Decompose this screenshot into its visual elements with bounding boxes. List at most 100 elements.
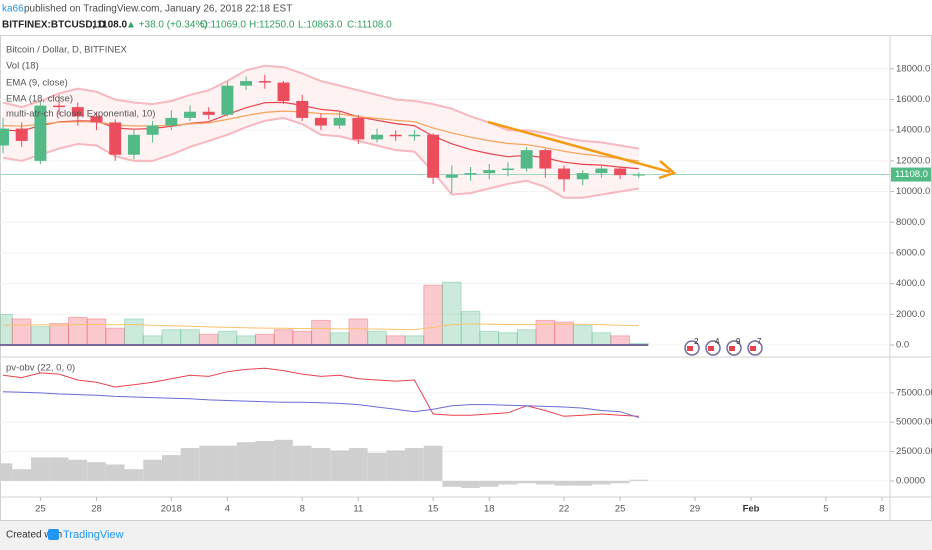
volume-bar <box>385 335 406 346</box>
histogram-bar <box>161 455 181 481</box>
candle-body <box>445 174 458 178</box>
histogram-bar <box>105 464 125 481</box>
candle-body <box>296 100 309 118</box>
candle-body <box>202 111 215 115</box>
volume-bar <box>572 324 593 346</box>
histogram-bar <box>199 445 219 481</box>
histogram-bar <box>12 469 32 481</box>
event-flag <box>729 346 735 351</box>
y-tick-label: 6000.0 <box>896 247 925 258</box>
candle-body <box>240 81 253 86</box>
candle-body <box>221 85 234 115</box>
volume-bar <box>329 332 350 346</box>
candle-body <box>165 117 178 126</box>
histogram-bar <box>31 457 50 481</box>
x-tick-label: 29 <box>690 504 701 515</box>
legend-entry: multi-atr-ch (close, Exponential, 10) <box>6 109 155 120</box>
histogram-bar <box>479 480 499 487</box>
candle-body <box>34 105 47 161</box>
y-tick-label: 10000.0 <box>896 186 930 197</box>
volume-bar <box>479 330 500 346</box>
candle-body <box>483 170 496 174</box>
histogram-bar <box>218 445 237 481</box>
histogram-bar <box>274 439 293 481</box>
histogram-bar <box>461 480 480 488</box>
y-tick-label: 8000.0 <box>896 217 925 228</box>
last-value: 11108.0 <box>92 20 127 31</box>
x-tick-label: Feb <box>743 504 760 515</box>
x-tick-label: 18 <box>484 504 495 515</box>
volume-bar <box>49 323 69 346</box>
x-tick-label: 5 <box>823 504 828 515</box>
candle-body <box>595 168 608 174</box>
volume-bar <box>11 318 32 346</box>
legend-entry: Vol (18) <box>6 61 39 72</box>
x-tick-label: 15 <box>428 504 439 515</box>
histogram-bar <box>124 469 144 481</box>
ohlc-low: L:10863.0 <box>298 20 343 31</box>
histogram-bar <box>348 448 368 481</box>
volume-bar <box>441 281 462 346</box>
histogram-bar <box>405 448 424 481</box>
candle-body <box>146 125 159 135</box>
tradingview-logo[interactable] <box>48 529 59 540</box>
candle-body <box>314 117 327 126</box>
candle-body <box>520 150 533 169</box>
channel-upper <box>2 64 639 150</box>
candle-body <box>127 134 140 155</box>
volume-bar <box>554 321 574 346</box>
last-price-label: 11108.0 <box>895 169 928 180</box>
candle-body <box>464 173 477 175</box>
candle-body <box>427 134 440 178</box>
volume-bar <box>0 313 13 346</box>
candle-body <box>558 168 571 180</box>
candle-body <box>408 134 421 137</box>
oscillator-line <box>2 391 639 418</box>
x-tick-label: 25 <box>35 504 46 515</box>
event-flag <box>750 346 756 351</box>
histogram-bar <box>68 459 88 481</box>
candle-body <box>333 117 346 126</box>
event-flag <box>687 346 693 351</box>
volume-bar <box>404 335 425 346</box>
x-tick-label: 22 <box>559 504 570 515</box>
volume-bar <box>348 318 369 346</box>
channel-lower <box>2 116 639 199</box>
candle-body <box>371 134 384 140</box>
volume-bar <box>460 310 481 346</box>
y-tick-label: 12000.0 <box>896 155 930 166</box>
candle-body <box>576 173 589 180</box>
candle-body <box>109 122 122 155</box>
candle-body <box>539 150 552 169</box>
volume-bar <box>498 332 518 346</box>
histogram-bar <box>311 448 331 481</box>
histogram-bar <box>180 448 200 481</box>
histogram-bar <box>87 462 106 481</box>
last-price-box <box>891 167 931 182</box>
event-count: 2 <box>694 337 699 346</box>
histogram-bar <box>0 463 13 481</box>
histogram-bar <box>367 452 387 481</box>
x-tick-label: 28 <box>91 504 102 515</box>
trend-arrow <box>487 120 677 180</box>
y-tick-label: 14000.0 <box>896 125 930 136</box>
volume-bar <box>217 330 238 346</box>
x-tick-label: 2018 <box>161 504 182 515</box>
histogram-bar <box>554 480 574 486</box>
volume-bar <box>311 319 331 346</box>
histogram-bar <box>386 450 406 481</box>
histogram-bar <box>535 480 555 485</box>
volume-bar <box>516 329 537 346</box>
footer-brand[interactable]: TradingView <box>63 529 124 541</box>
histogram-bar <box>330 450 349 481</box>
change: ▲ +38.0 (+0.34%) <box>126 20 208 31</box>
ohlc-open: O:11069.0 <box>200 20 246 31</box>
author[interactable]: ka66 <box>2 4 24 15</box>
volume-bar <box>610 335 630 346</box>
y-tick-label: 25000.0000 <box>896 446 932 457</box>
y-tick-label: 50000.0000 <box>896 417 932 428</box>
volume-bar <box>236 335 256 346</box>
volume-bar <box>198 333 219 346</box>
